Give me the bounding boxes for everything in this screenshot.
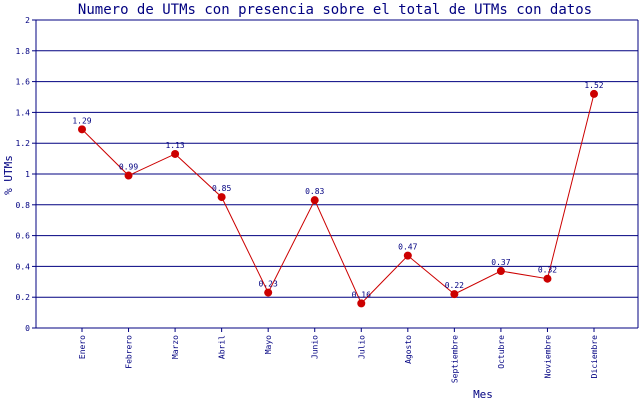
- series-line: [81, 93, 595, 305]
- data-point-noviembre: [543, 274, 552, 283]
- data-point-febrero: [124, 171, 133, 180]
- chart-title: Numero de UTMs con presencia sobre el to…: [78, 2, 592, 18]
- data-label-septiembre: 0.22: [445, 281, 464, 290]
- y-tick-label: 0: [25, 324, 30, 333]
- data-label-enero: 1.29: [72, 116, 91, 125]
- data-point-junio: [310, 196, 319, 205]
- data-point-septiembre: [450, 290, 459, 299]
- data-label-marzo: 1.13: [165, 141, 184, 150]
- data-point-octubre: [496, 267, 505, 276]
- x-tick-label-octubre: Octubre: [497, 335, 506, 369]
- data-label-diciembre: 1.52: [584, 81, 603, 90]
- data-label-mayo: 0.23: [259, 280, 278, 289]
- data-label-febrero: 0.99: [119, 163, 138, 172]
- x-tick-label-febrero: Febrero: [125, 335, 134, 369]
- data-label-octubre: 0.37: [491, 258, 510, 267]
- y-tick-label: 1.6: [16, 78, 31, 87]
- x-tick-label-junio: Junio: [311, 335, 320, 359]
- y-axis-ticks: 0 0.2 0.4 0.6 0.8 1 1.2 1.4 1.6 1.8 2: [16, 16, 36, 333]
- y-tick-label: 1: [25, 170, 30, 179]
- y-tick-label: 0.4: [16, 262, 31, 271]
- x-tick-label-julio: Julio: [357, 335, 366, 359]
- y-tick-label: 1.8: [16, 47, 31, 56]
- data-point-diciembre: [590, 89, 598, 98]
- x-tick-label-noviembre: Noviembre: [543, 335, 552, 379]
- data-label-julio: 0.16: [352, 290, 371, 299]
- data-labels: 1.29 0.99 1.13 0.85 0.23 0.83 0.16 0.47 0.22 0.37…: [72, 81, 603, 299]
- y-tick-label: 1.4: [16, 108, 31, 117]
- data-label-junio: 0.83: [305, 187, 324, 196]
- x-axis-ticks: Enero Febrero Marzo Abril Mayo Junio Julio Agos…: [78, 328, 599, 383]
- data-point-mayo: [264, 288, 273, 297]
- y-axis-label: % UTMs: [2, 155, 15, 195]
- y-tick-label: 0.2: [16, 293, 31, 302]
- data-point-abril: [217, 193, 226, 202]
- data-point-marzo: [171, 149, 180, 158]
- y-tick-label: 1.2: [16, 139, 31, 148]
- data-label-abril: 0.85: [212, 184, 231, 193]
- x-axis-label: Mes: [473, 388, 493, 400]
- x-tick-label-enero: Enero: [78, 335, 87, 359]
- x-tick-label-marzo: Marzo: [171, 335, 180, 359]
- data-points: [78, 89, 598, 308]
- data-label-noviembre: 0.32: [538, 266, 557, 275]
- grid-lines: [36, 19, 638, 329]
- y-tick-label: 2: [25, 16, 30, 25]
- data-point-agosto: [403, 251, 412, 260]
- x-tick-label-septiembre: Septiembre: [450, 335, 459, 383]
- x-tick-label-diciembre: Diciembre: [590, 335, 599, 379]
- y-tick-label: 0.8: [16, 201, 31, 210]
- y-tick-label: 0.6: [16, 232, 31, 241]
- data-point-enero: [78, 125, 86, 134]
- x-tick-label-abril: Abril: [218, 335, 227, 359]
- data-label-agosto: 0.47: [398, 243, 417, 252]
- x-tick-label-mayo: Mayo: [264, 335, 273, 354]
- series-polyline: [81, 93, 595, 305]
- data-point-julio: [357, 299, 366, 308]
- x-tick-label-agosto: Agosto: [404, 335, 413, 364]
